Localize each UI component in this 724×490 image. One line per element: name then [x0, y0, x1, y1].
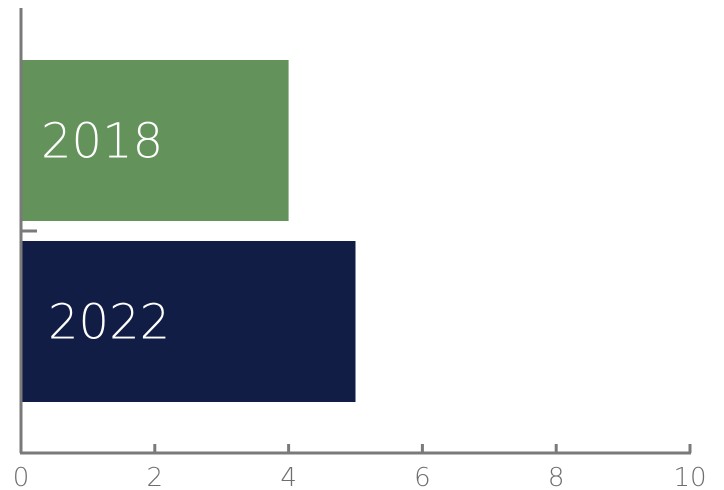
ticks-layer: 0 2 4 6 8 10 — [13, 444, 707, 490]
x-tick-label-4: 4 — [280, 463, 297, 490]
x-tick-label-8: 8 — [548, 463, 565, 490]
x-tick-label-2: 2 — [147, 463, 164, 490]
bars-layer: 2018 2022 — [20, 60, 356, 402]
bar-2018 — [20, 60, 289, 221]
bar-2022 — [20, 241, 356, 402]
bar-label-2022: 2022 — [48, 295, 170, 351]
bar-label-2018: 2018 — [41, 114, 163, 170]
x-tick-label-6: 6 — [414, 463, 431, 490]
axes-layer — [19, 8, 691, 455]
x-tick-label-0: 0 — [13, 463, 30, 490]
x-tick-label-10: 10 — [673, 463, 706, 490]
